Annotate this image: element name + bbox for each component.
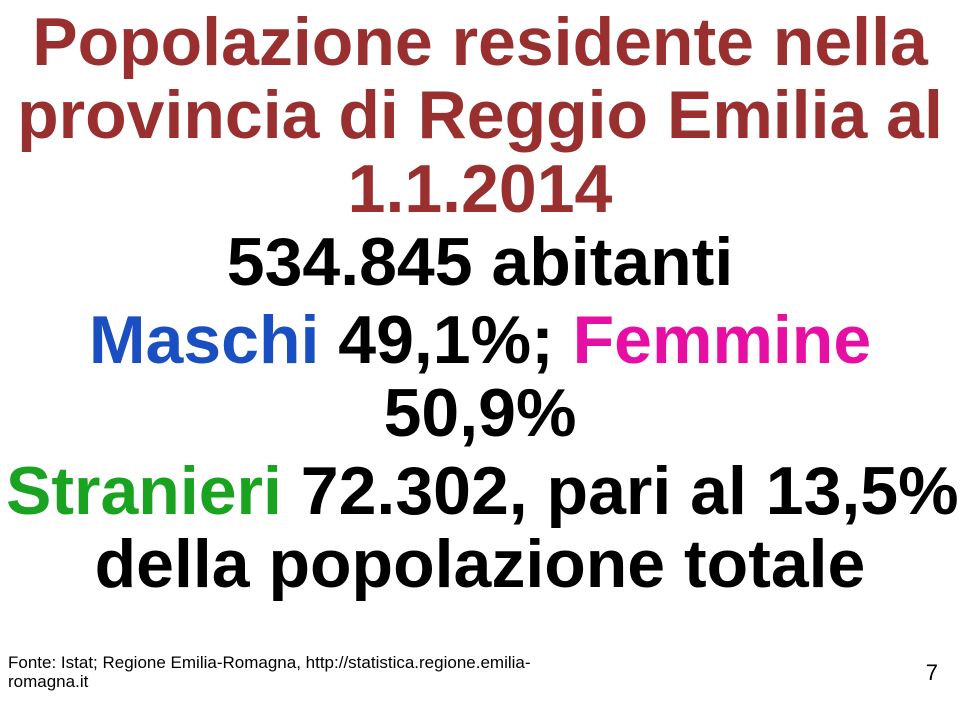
source-line-1: Fonte: Istat; Regione Emilia-Romagna, ht… (8, 653, 531, 672)
source-line-2: romagna.it (8, 672, 88, 691)
stranieri-label: Stranieri (6, 453, 282, 529)
maschi-value: 49,1%; (319, 302, 572, 378)
population-count: 534.845 abitanti (0, 226, 960, 299)
source-citation: Fonte: Istat; Regione Emilia-Romagna, ht… (8, 653, 531, 692)
femmine-label: Femmine (573, 302, 872, 378)
slide: Popolazione residente nella provincia di… (0, 0, 960, 706)
title-block: Popolazione residente nella provincia di… (0, 0, 960, 226)
foreigners-line: Stranieri 72.302, pari al 13,5% (0, 455, 960, 528)
page-number: 7 (926, 660, 938, 686)
title-line-2: provincia di Reggio Emilia al (0, 79, 960, 152)
maschi-label: Maschi (89, 302, 320, 378)
title-date: 1.1.2014 (0, 153, 960, 226)
femmine-value: 50,9% (0, 377, 960, 450)
gender-breakdown: Maschi 49,1%; Femmine 50,9% (0, 304, 960, 451)
total-line: della popolazione totale (0, 528, 960, 601)
stranieri-rest: 72.302, pari al 13,5% (282, 453, 959, 529)
title-line-1: Popolazione residente nella (0, 6, 960, 79)
